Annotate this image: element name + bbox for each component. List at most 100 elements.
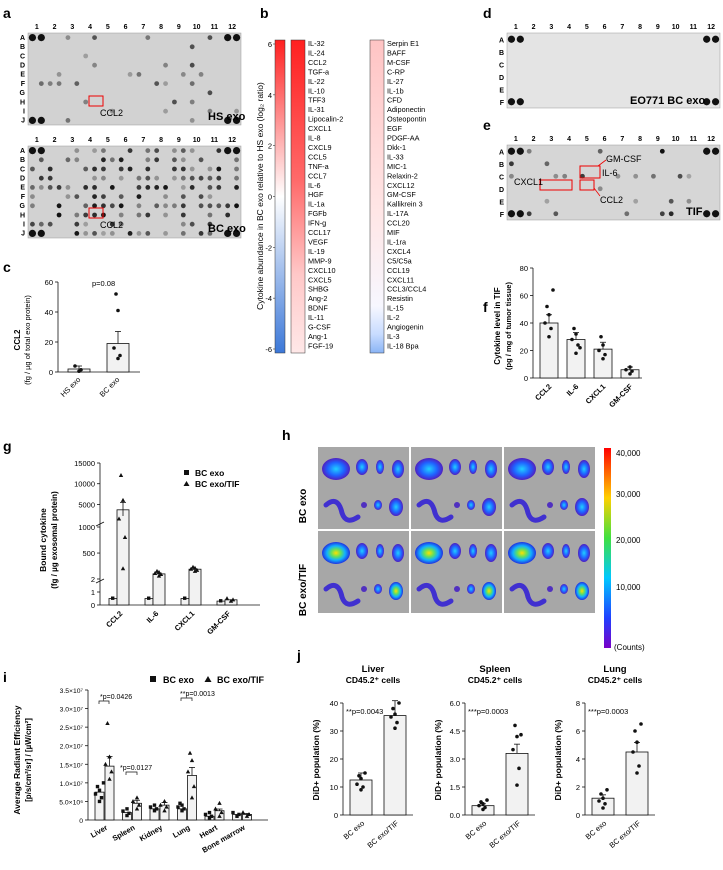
array-col-2: 2 [532, 24, 536, 31]
scale-unit: (Counts) [614, 643, 645, 652]
array-membrane-hs [27, 32, 242, 126]
j-pvalue-1: ***p=0.0003 [468, 707, 508, 716]
f-xtick-2: CXCL1 [584, 382, 608, 406]
array-spot [516, 210, 524, 218]
f-point [549, 326, 553, 331]
heatmap-label: Angiogenin [387, 323, 424, 332]
i-point-tif [162, 808, 167, 813]
i-xtick-1: Spleen [111, 823, 137, 843]
f-xtick-0: CCL2 [533, 382, 553, 402]
array-row-G: G [20, 90, 26, 97]
j-point [485, 798, 489, 802]
array-row-B: B [20, 44, 25, 51]
g-point-tif [194, 567, 200, 572]
j-point [631, 750, 635, 754]
i-sig-lung-label: **p=0.0013 [180, 691, 215, 698]
array-spot [216, 148, 222, 154]
heatmap-label: PDGF-AA [387, 134, 420, 143]
array-spot [597, 148, 603, 154]
array-spot [92, 175, 97, 181]
i-point-tif [105, 721, 110, 726]
heatmap-label: CXCL4 [387, 247, 411, 256]
organ-lung [485, 460, 497, 478]
array-spot [56, 81, 62, 86]
array-spot [597, 186, 603, 192]
f-point [576, 343, 580, 347]
organ-lung [482, 582, 496, 600]
array-spot [234, 203, 239, 209]
g-point-bc [183, 596, 187, 600]
array-spot [47, 221, 53, 227]
array-spot [189, 62, 195, 68]
array-row-B: B [499, 50, 504, 57]
j-point [393, 726, 397, 730]
j-point [605, 788, 609, 792]
i-bar-bc-2 [149, 808, 160, 821]
j-subtitle-0: CD45.2⁺ cells [346, 675, 401, 685]
array-spot [145, 175, 151, 181]
j-xtick-1-1: BC exo/TIF [487, 818, 522, 850]
array-col-10: 10 [193, 24, 201, 31]
array-spot [37, 147, 45, 155]
array-spot [83, 221, 89, 227]
array-spot [224, 34, 232, 42]
j-pvalue-0: **p=0.0043 [346, 707, 383, 716]
g-point-tif [192, 568, 198, 573]
organ-lung [389, 582, 403, 600]
g-point-bc [147, 596, 151, 600]
i-sig-liver [98, 700, 110, 704]
scale-tick-20000: 20,000 [616, 536, 641, 545]
array-spot [711, 210, 720, 218]
array-spot [216, 175, 222, 181]
array-spot [28, 147, 37, 155]
i-legend-swatch-tif [204, 676, 212, 682]
organ-spleen [416, 498, 454, 523]
j-xtick-2-1: BC exo/TIF [607, 818, 642, 850]
array-spot [56, 203, 62, 209]
organ-lung [578, 460, 590, 478]
array-spot [180, 231, 186, 236]
f-tick-label: 60 [520, 292, 528, 301]
i-point-bc [207, 816, 212, 820]
ccl2-highlight-box [88, 207, 104, 219]
heatmap-label: CXCL1 [308, 124, 332, 133]
scale-tick-40000: 40,000 [616, 449, 641, 458]
f-point [599, 334, 603, 339]
panel-label-e: e [483, 117, 491, 133]
f-bar-0 [539, 322, 559, 379]
array-spot [109, 157, 115, 163]
f-xtick-1: IL-6 [565, 382, 581, 398]
array-spot [580, 173, 585, 179]
array-spot [562, 173, 568, 179]
organ-heart [361, 586, 367, 592]
array-col-6: 6 [124, 24, 128, 31]
array-spot [38, 157, 44, 163]
array-spot [56, 72, 62, 77]
array-col-8: 8 [159, 24, 163, 31]
i-point-tif [103, 761, 108, 766]
g-point-tif [156, 573, 162, 578]
g-point-bc [111, 596, 115, 600]
g-tick-label: 1 [91, 588, 95, 597]
array-col-9: 9 [177, 24, 181, 31]
array-col-11: 11 [211, 137, 219, 144]
j1-tick-label: 3.0 [450, 755, 460, 764]
array-col-4: 4 [567, 136, 571, 143]
array-col-3: 3 [549, 24, 553, 31]
array-spot [180, 194, 186, 200]
f-point [628, 372, 632, 376]
i-point-bc [235, 814, 239, 818]
f-point [578, 345, 582, 350]
array-col-12: 12 [707, 24, 715, 31]
j-point [517, 766, 521, 771]
j-subtitle-2: CD45.2⁺ cells [588, 675, 643, 685]
j-point [637, 764, 641, 768]
j-point [599, 792, 603, 796]
array-spot [615, 173, 621, 179]
array-spot [207, 231, 213, 236]
f-tick-label: 80 [520, 264, 528, 273]
i-point-bc [203, 812, 208, 817]
j-point [363, 771, 367, 775]
heatmap-label: VEGF [308, 237, 328, 246]
